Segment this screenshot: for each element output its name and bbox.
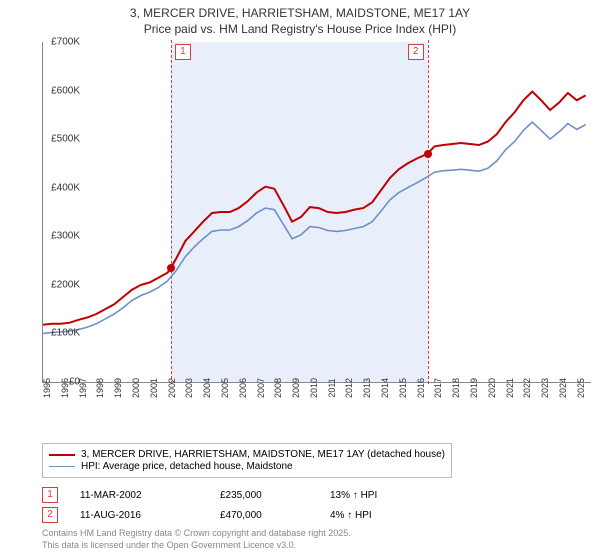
chart-container: 3, MERCER DRIVE, HARRIETSHAM, MAIDSTONE,… (0, 0, 600, 560)
x-axis-label: 2018 (451, 378, 461, 398)
sale-point-dot (424, 150, 432, 158)
sale-marker-box: 1 (42, 487, 58, 503)
x-axis-label: 1996 (60, 378, 70, 398)
x-axis-label: 2020 (487, 378, 497, 398)
sale-marker-box: 1 (175, 44, 191, 60)
title-subtitle: Price paid vs. HM Land Registry's House … (0, 22, 600, 36)
legend-row: 3, MERCER DRIVE, HARRIETSHAM, MAIDSTONE,… (49, 449, 445, 460)
sale-row: 1 11-MAR-2002 £235,000 13% ↑ HPI (42, 487, 440, 503)
x-axis-label: 2004 (202, 378, 212, 398)
x-axis-label: 2003 (184, 378, 194, 398)
sale-price: £470,000 (220, 510, 330, 521)
sale-price: £235,000 (220, 490, 330, 501)
x-axis-label: 2021 (505, 378, 515, 398)
legend-swatch-hpi (49, 466, 75, 467)
x-axis-label: 2015 (398, 378, 408, 398)
x-axis-label: 1998 (95, 378, 105, 398)
x-axis-label: 2006 (238, 378, 248, 398)
y-axis-label: £100K (36, 328, 80, 339)
copyright-line2: This data is licensed under the Open Gov… (42, 540, 351, 552)
sale-date: 11-AUG-2016 (80, 510, 220, 521)
x-axis-label: 2019 (469, 378, 479, 398)
copyright-line1: Contains HM Land Registry data © Crown c… (42, 528, 351, 540)
sale-point-dot (167, 264, 175, 272)
x-axis-label: 2013 (362, 378, 372, 398)
x-axis-label: 2014 (380, 378, 390, 398)
x-axis-label: 2017 (433, 378, 443, 398)
sale-diff: 4% ↑ HPI (330, 510, 440, 521)
title-block: 3, MERCER DRIVE, HARRIETSHAM, MAIDSTONE,… (0, 0, 600, 36)
x-axis-label: 2000 (131, 378, 141, 398)
chart-svg (43, 42, 591, 382)
y-axis-label: £300K (36, 231, 80, 242)
y-axis-label: £600K (36, 85, 80, 96)
chart-area: 12 £0£100K£200K£300K£400K£500K£600K£700K… (42, 42, 590, 410)
plot: 12 (42, 42, 591, 383)
x-axis-label: 2005 (220, 378, 230, 398)
y-axis-label: £200K (36, 279, 80, 290)
legend-row: HPI: Average price, detached house, Maid… (49, 461, 445, 472)
x-axis-label: 2002 (167, 378, 177, 398)
x-axis-label: 2022 (522, 378, 532, 398)
x-axis-label: 2009 (291, 378, 301, 398)
legend-swatch-property (49, 454, 75, 456)
y-axis-label: £400K (36, 182, 80, 193)
x-axis-label: 1995 (42, 378, 52, 398)
sale-row: 2 11-AUG-2016 £470,000 4% ↑ HPI (42, 507, 440, 523)
x-axis-label: 1999 (113, 378, 123, 398)
x-axis-label: 2012 (344, 378, 354, 398)
sale-date: 11-MAR-2002 (80, 490, 220, 501)
series-line (43, 92, 586, 325)
sale-summary: 1 11-MAR-2002 £235,000 13% ↑ HPI 2 11-AU… (42, 487, 440, 527)
x-axis-label: 2016 (416, 378, 426, 398)
x-axis-label: 2011 (327, 378, 337, 397)
x-axis-label: 2024 (558, 378, 568, 398)
y-axis-label: £500K (36, 134, 80, 145)
legend-label-hpi: HPI: Average price, detached house, Maid… (81, 461, 293, 472)
x-axis-label: 2007 (256, 378, 266, 398)
sale-diff: 13% ↑ HPI (330, 490, 440, 501)
x-axis-label: 2001 (149, 378, 159, 398)
series-line (43, 122, 586, 333)
x-axis-label: 2008 (273, 378, 283, 398)
sale-marker-box: 2 (408, 44, 424, 60)
x-axis-label: 2023 (540, 378, 550, 398)
legend-label-property: 3, MERCER DRIVE, HARRIETSHAM, MAIDSTONE,… (81, 449, 445, 460)
legend: 3, MERCER DRIVE, HARRIETSHAM, MAIDSTONE,… (42, 443, 452, 478)
x-axis-label: 2010 (309, 378, 319, 398)
x-axis-label: 2025 (576, 378, 586, 398)
y-axis-label: £700K (36, 37, 80, 48)
sale-marker-box: 2 (42, 507, 58, 523)
x-axis-label: 1997 (78, 378, 88, 398)
title-address: 3, MERCER DRIVE, HARRIETSHAM, MAIDSTONE,… (0, 6, 600, 20)
copyright: Contains HM Land Registry data © Crown c… (42, 528, 351, 551)
